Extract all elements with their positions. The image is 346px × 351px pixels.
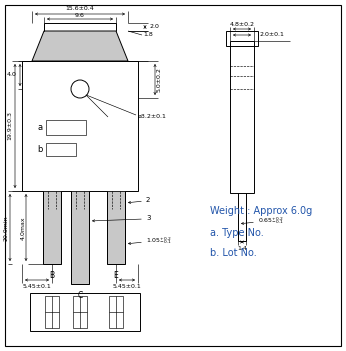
Bar	[46, 143, 76, 156]
Bar	[226, 31, 258, 46]
Bar	[30, 293, 140, 331]
Text: 9.6: 9.6	[75, 13, 85, 18]
Bar	[73, 296, 87, 328]
Text: 4.8±0.2: 4.8±0.2	[229, 22, 255, 27]
Text: 4.0: 4.0	[7, 73, 17, 78]
Text: 15.6±0.4: 15.6±0.4	[66, 7, 94, 12]
Bar	[46, 120, 86, 135]
Text: B: B	[49, 271, 55, 279]
Text: 5.45±0.1: 5.45±0.1	[113, 285, 142, 290]
Text: E: E	[113, 271, 118, 279]
Text: Weight : Approx 6.0g: Weight : Approx 6.0g	[210, 206, 312, 216]
Text: 5.0±0.2: 5.0±0.2	[157, 67, 162, 92]
Text: 0.65$^{+0.2}_{-0.1}$: 0.65$^{+0.2}_{-0.1}$	[258, 216, 284, 226]
Text: 19.9±0.3: 19.9±0.3	[8, 112, 12, 140]
Text: 2.0±0.1: 2.0±0.1	[260, 32, 285, 37]
Bar	[71, 191, 89, 284]
Text: 2.0: 2.0	[150, 25, 160, 29]
Bar	[107, 191, 125, 264]
Text: 5.45±0.1: 5.45±0.1	[22, 285, 51, 290]
Text: C: C	[78, 291, 83, 299]
Text: a. Type No.: a. Type No.	[210, 228, 264, 238]
Text: b. Lot No.: b. Lot No.	[210, 248, 257, 258]
Text: 1.8: 1.8	[143, 33, 153, 38]
Bar	[45, 296, 59, 328]
Polygon shape	[32, 31, 128, 61]
Text: 2: 2	[146, 197, 151, 203]
Text: 4.0max: 4.0max	[20, 216, 26, 240]
Bar	[109, 296, 123, 328]
Text: 20.0min: 20.0min	[3, 215, 9, 241]
Text: b: b	[37, 146, 43, 154]
Bar	[22, 61, 138, 191]
Text: 1.4: 1.4	[237, 245, 247, 251]
Bar	[230, 41, 254, 193]
Text: ø3.2±0.1: ø3.2±0.1	[138, 113, 167, 119]
Bar	[43, 191, 61, 264]
Text: 1.05$^{+0.2}_{-0.1}$: 1.05$^{+0.2}_{-0.1}$	[146, 236, 172, 246]
Text: 3: 3	[146, 215, 151, 221]
Text: a: a	[37, 124, 43, 132]
